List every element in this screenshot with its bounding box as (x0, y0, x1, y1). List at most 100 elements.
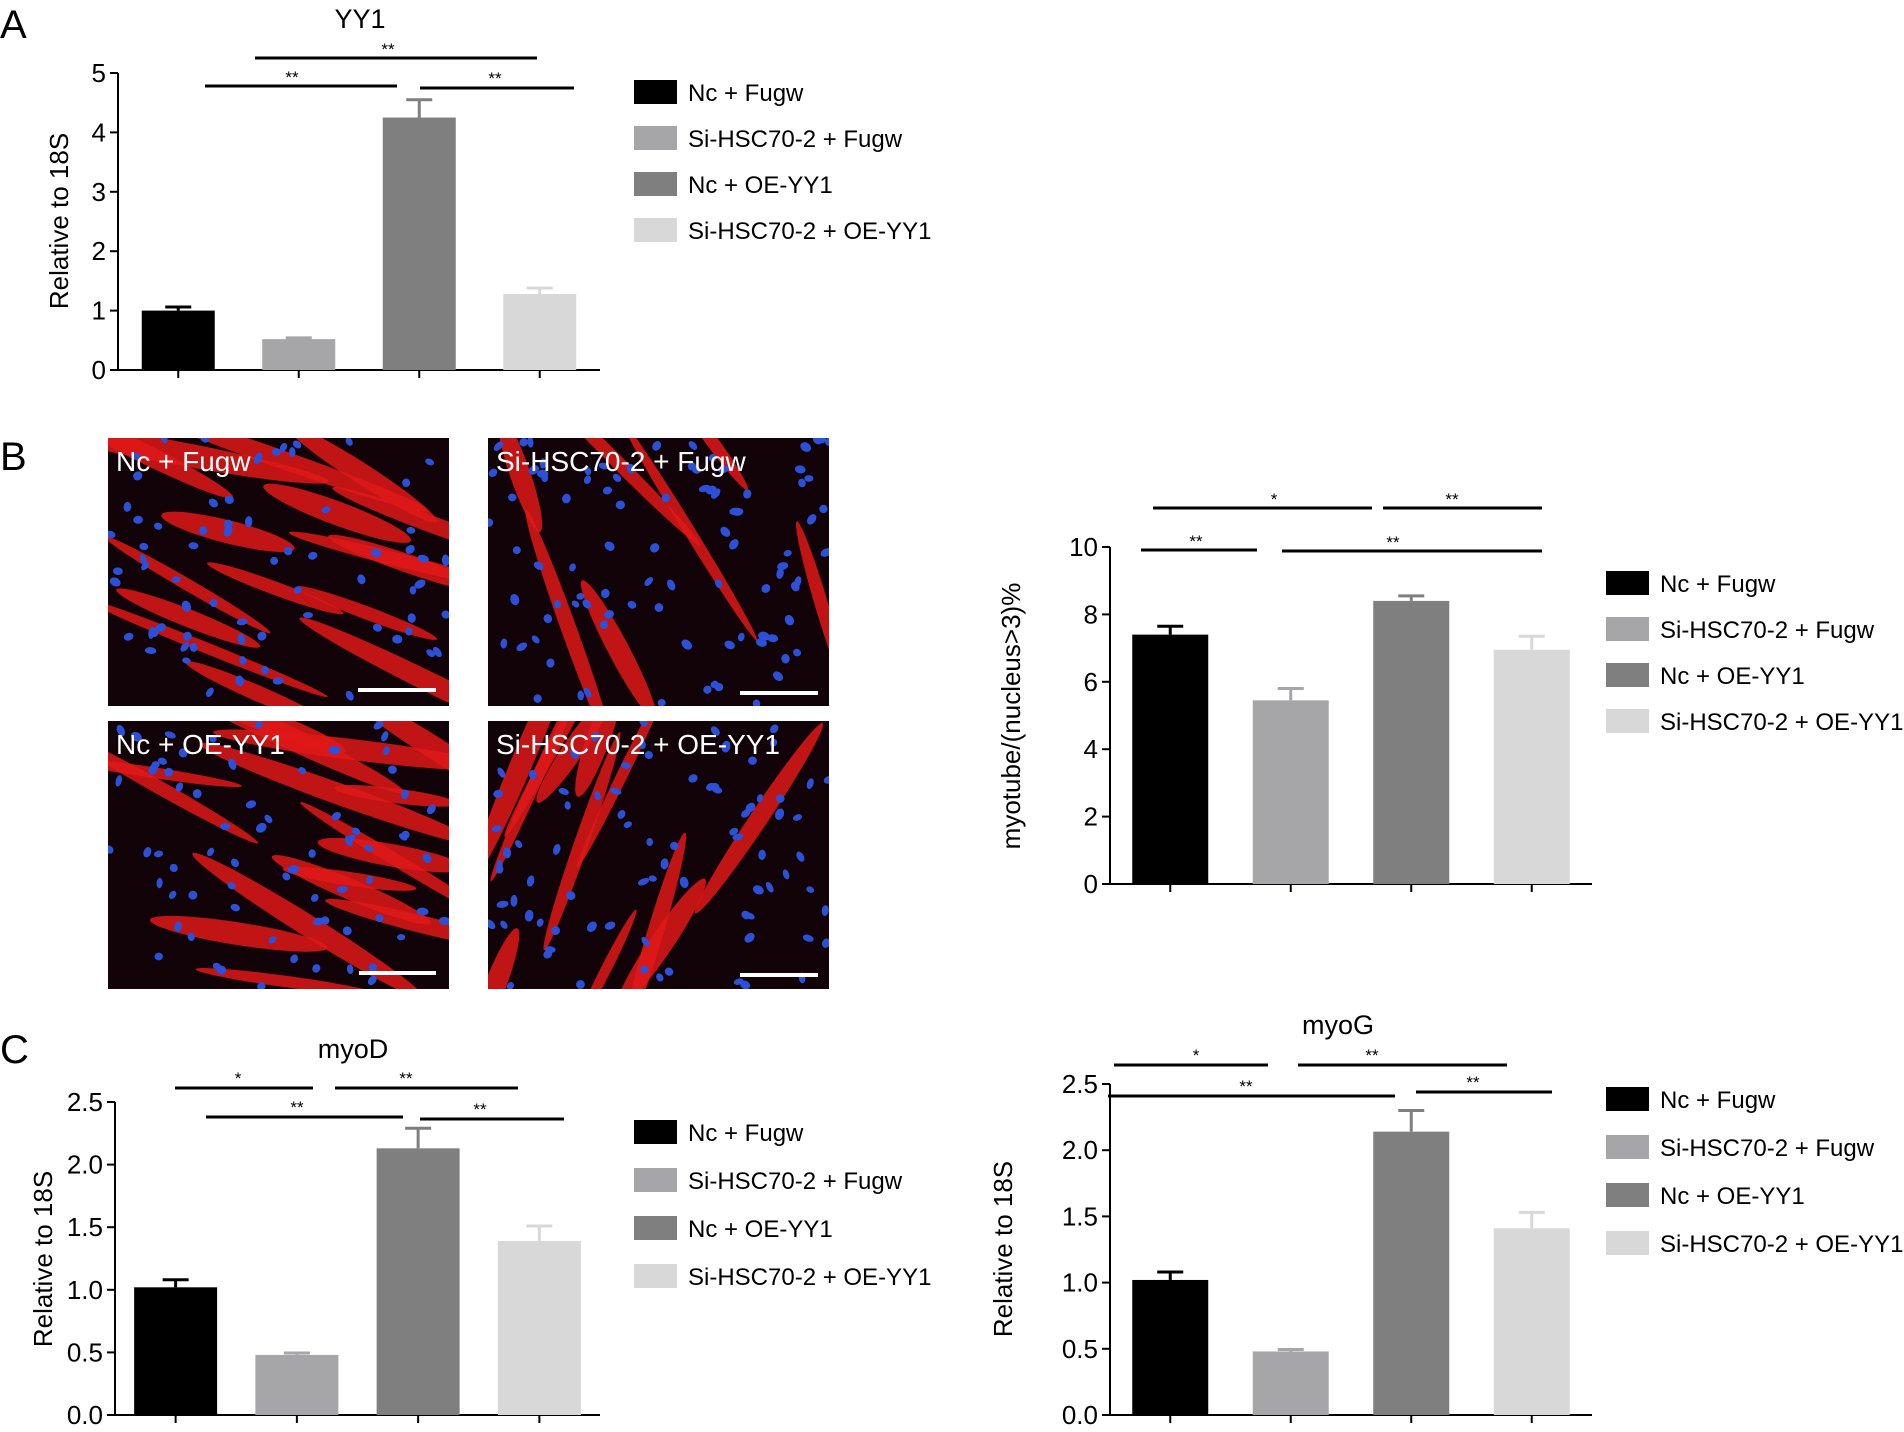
bar-2 (262, 339, 336, 370)
nucleus (425, 458, 435, 466)
nucleus (406, 526, 416, 534)
y-tick-label: 0 (1084, 869, 1098, 899)
myotube (116, 588, 261, 648)
nucleus (175, 782, 184, 792)
nucleus (346, 964, 354, 975)
nucleus (602, 486, 613, 495)
nucleus (604, 541, 615, 551)
nucleus (253, 452, 263, 464)
significance-label: ** (1365, 1046, 1379, 1065)
micrograph-caption: Si-HSC70-2 + Fugw (496, 446, 747, 477)
myotube (198, 721, 346, 754)
nucleus (216, 965, 227, 975)
nucleus (598, 462, 610, 470)
nucleus (255, 822, 267, 833)
legend-entry: Si-HSC70-2 + OE-YY1 (688, 1264, 931, 1291)
nucleus (417, 554, 429, 563)
nucleus (426, 649, 435, 657)
nucleus (160, 438, 168, 444)
significance-label: ** (399, 1069, 413, 1088)
myotube (616, 878, 707, 989)
nucleus (681, 639, 693, 650)
nucleus (776, 567, 784, 579)
nucleus (528, 465, 539, 475)
significance-label: ** (488, 69, 502, 88)
nucleus (657, 699, 666, 706)
y-tick-label: 2 (1084, 802, 1098, 832)
nucleus (123, 501, 132, 512)
nucleus (551, 926, 561, 936)
significance-label: ** (290, 1098, 304, 1117)
myotube (288, 531, 449, 587)
nucleus (270, 556, 279, 565)
legend-swatch-1 (1606, 571, 1649, 595)
myotube (299, 617, 449, 706)
nucleus (794, 465, 806, 474)
nucleus (639, 721, 648, 727)
nucleus (298, 767, 307, 775)
nucleus (433, 646, 442, 658)
nucleus (793, 648, 802, 657)
nucleus (237, 633, 246, 645)
nucleus (112, 567, 123, 576)
legend-swatch-2 (1606, 1135, 1649, 1159)
nucleus (392, 634, 403, 644)
y-axis-label: Relative to 18S (28, 1171, 58, 1347)
chart-yy1: YY1 Relative to 18S 0 1 2 3 4 5 ** ** ** Nc + Fugw S… (44, 4, 931, 385)
nucleus (743, 489, 752, 499)
nucleus (626, 463, 635, 474)
nucleus (367, 975, 377, 986)
bar-2 (1252, 1351, 1329, 1415)
nucleus (223, 525, 233, 537)
legend-swatch-4 (1606, 709, 1649, 733)
nucleus (169, 863, 178, 873)
nucleus (496, 900, 509, 908)
nucleus (772, 671, 784, 682)
nucleus (767, 634, 779, 643)
nucleus (639, 740, 646, 750)
bar-4 (1493, 1228, 1570, 1415)
nucleus (368, 963, 378, 972)
y-tick-label: 0.5 (1062, 1334, 1098, 1364)
nucleus (293, 586, 302, 594)
nucleus (205, 687, 214, 697)
y-axis-label: Relative to 18S (44, 133, 74, 309)
significance-label: ** (1445, 490, 1459, 509)
myotube (285, 438, 438, 523)
legend-swatch-1 (634, 80, 677, 104)
nucleus (798, 478, 806, 488)
nucleus (108, 530, 116, 539)
nucleus (610, 787, 622, 795)
nucleus (516, 642, 528, 652)
y-tick-label: 5 (92, 58, 106, 88)
y-tick-label: 10 (1069, 532, 1098, 562)
nucleus (544, 946, 556, 953)
nucleus (207, 847, 215, 857)
myotube (332, 486, 449, 564)
nucleus (533, 561, 544, 571)
nucleus (732, 833, 744, 841)
y-tick-label: 2 (92, 236, 106, 266)
nucleus (139, 554, 147, 565)
nucleus (109, 577, 121, 587)
nucleus (151, 761, 160, 769)
myotube (694, 722, 824, 914)
nucleus (407, 613, 416, 623)
nucleus (724, 640, 735, 650)
nucleus (667, 579, 676, 591)
nucleus (230, 858, 240, 868)
myotube (195, 968, 377, 989)
nucleus (345, 690, 354, 701)
nucleus (199, 526, 208, 535)
nucleus (373, 623, 382, 632)
nucleus (637, 877, 650, 886)
myotube (795, 521, 829, 689)
nucleus (488, 919, 496, 930)
nucleus (402, 478, 411, 488)
nucleus (528, 769, 537, 780)
bar-4 (1493, 649, 1570, 884)
nucleus (245, 800, 257, 809)
nucleus (644, 750, 653, 760)
nucleus (775, 794, 785, 803)
nucleus (381, 731, 389, 742)
